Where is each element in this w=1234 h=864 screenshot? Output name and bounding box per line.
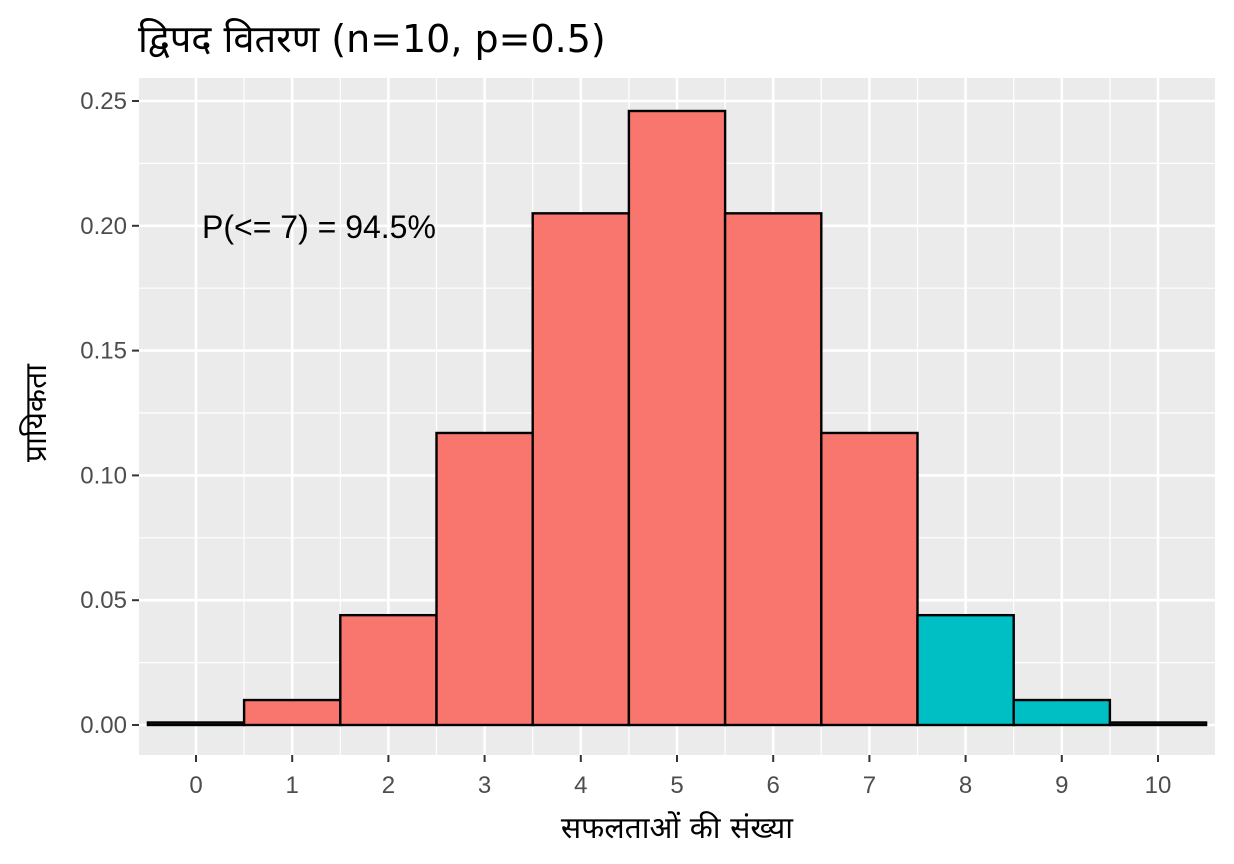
y-tick-label: 0.10 xyxy=(80,462,127,489)
y-tick-label: 0.05 xyxy=(80,587,127,614)
bar-6 xyxy=(723,212,823,727)
bar-9 xyxy=(1012,698,1112,727)
x-tick-label: 0 xyxy=(189,772,202,799)
x-axis: 0 1 2 3 4 5 6 7 8 9 10 xyxy=(189,755,1171,799)
y-axis-title: प्रायिकता xyxy=(19,363,54,462)
y-tick-label: 0.15 xyxy=(80,338,127,365)
x-tick-label: 10 xyxy=(1145,772,1172,799)
bar-2 xyxy=(339,613,438,727)
bar-3 xyxy=(435,431,534,727)
bar-10 xyxy=(1108,721,1208,727)
bar-7 xyxy=(820,431,919,727)
bar-series xyxy=(146,109,1208,727)
x-tick-label: 7 xyxy=(863,772,876,799)
x-axis-title: सफलताओं की संख्या xyxy=(561,811,794,846)
x-tick-label: 5 xyxy=(670,772,683,799)
y-axis: 0.00 0.05 0.10 0.15 0.20 0.25 xyxy=(80,88,139,739)
x-tick-label: 2 xyxy=(382,772,395,799)
bar-5 xyxy=(627,109,727,727)
x-tick-label: 6 xyxy=(767,772,780,799)
y-tick-label: 0.00 xyxy=(80,712,127,739)
bar-4 xyxy=(531,212,631,727)
bar-0 xyxy=(146,721,246,727)
bar-8 xyxy=(916,613,1015,727)
bar-1 xyxy=(242,698,342,727)
y-tick-label: 0.25 xyxy=(80,88,127,115)
y-tick-label: 0.20 xyxy=(80,213,127,240)
x-tick-label: 8 xyxy=(959,772,972,799)
cumulative-probability-annotation: P(<= 7) = 94.5% xyxy=(202,209,436,245)
x-tick-label: 3 xyxy=(478,772,491,799)
chart-title: द्विपद वितरण (n=10, p=0.5) xyxy=(138,17,606,61)
x-tick-label: 4 xyxy=(574,772,587,799)
x-tick-label: 1 xyxy=(286,772,299,799)
x-tick-label: 9 xyxy=(1055,772,1068,799)
